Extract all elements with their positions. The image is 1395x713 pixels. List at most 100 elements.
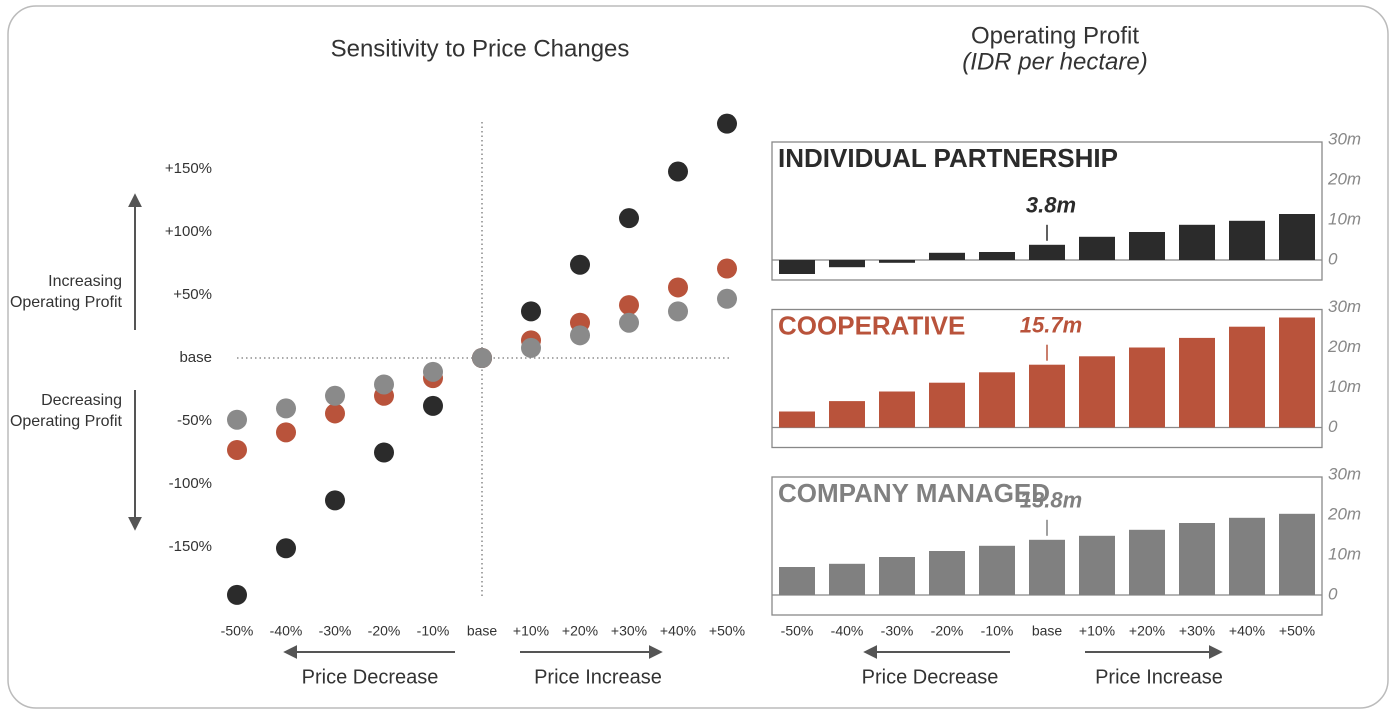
y-tick-label: +150% [165,160,212,177]
bar [829,563,865,595]
bar [929,382,965,428]
dot [276,422,296,443]
dot [227,584,247,605]
dot [325,403,345,424]
dot [276,398,296,419]
panel-frame [771,476,1323,616]
bar [979,252,1015,260]
x-tick-label: base [467,623,498,639]
dot [668,301,688,322]
panel-title: COOPERATIVE [778,310,965,340]
frame [7,5,1389,709]
bar [1279,513,1315,595]
dot [227,409,247,430]
bar [1029,244,1065,260]
dot [227,439,247,460]
x-annotation: Price Increase [1095,666,1223,688]
dot [717,258,737,279]
x-tick-label: +30% [611,623,647,639]
dot [276,538,296,559]
y-annotation: Increasing Operating Profit [9,273,122,311]
bar [879,260,915,263]
x-tick-label: -40% [831,623,864,639]
panel-frame [771,141,1323,281]
bar [1029,364,1065,428]
bar [1129,232,1165,260]
dot [325,385,345,406]
y-tick-label: 30m [1328,129,1361,148]
bar [1179,523,1215,595]
bar [1029,539,1065,595]
y-tick-label: 10m [1328,544,1361,563]
dot [717,288,737,309]
x-tick-label: +40% [660,623,696,639]
y-tick-label: 30m [1328,464,1361,483]
bar [879,391,915,428]
y-tick-label: 20m [1327,504,1361,523]
value-label: 3.8m [1026,193,1076,218]
dot [374,442,394,463]
y-tick-label: -100% [169,475,212,492]
bar [1079,236,1115,260]
dot [619,295,639,316]
y-tick-label: 0 [1328,584,1338,603]
y-tick-label: 20m [1327,337,1361,356]
bar [929,551,965,595]
x-tick-label: -30% [881,623,914,639]
dot [423,395,443,416]
dot [423,361,443,382]
chart-title: Sensitivity to Price Changes [331,35,630,62]
x-tick-label: -20% [368,623,401,639]
bar [1179,337,1215,428]
bar [1079,356,1115,428]
x-tick-label: +20% [562,623,598,639]
x-tick-label: +30% [1179,623,1215,639]
x-annotation: Price Increase [534,666,662,688]
chart-title: Operating Profit [971,22,1139,49]
bar [1279,214,1315,260]
dot [619,208,639,229]
y-annotation: Decreasing Operating Profit [9,392,122,430]
x-tick-label: -10% [981,623,1014,639]
dot [570,254,590,275]
x-tick-label: base [1032,623,1063,639]
x-tick-label: -40% [270,623,303,639]
x-tick-label: +50% [1279,623,1315,639]
x-tick-label: -30% [319,623,352,639]
y-tick-label: 10m [1328,377,1361,396]
value-label: 15.7m [1020,313,1082,338]
panel-title: COMPANY MANAGED [778,478,1050,508]
dot [521,301,541,322]
bar [1229,326,1265,428]
y-tick-label: +100% [165,223,212,240]
x-tick-label: +40% [1229,623,1265,639]
x-annotation: Price Decrease [862,666,999,688]
bar [929,252,965,260]
y-tick-label: 10m [1328,209,1361,228]
bar [879,557,915,595]
dot [619,312,639,333]
x-tick-label: +20% [1129,623,1165,639]
bar [779,567,815,595]
bar [1279,317,1315,428]
dot [521,337,541,358]
bar [779,411,815,428]
x-tick-label: -20% [931,623,964,639]
x-tick-label: -10% [417,623,450,639]
dot [668,277,688,298]
chart-subtitle: (IDR per hectare) [962,48,1147,75]
y-tick-label: 0 [1328,249,1338,268]
bar [1179,224,1215,260]
bar [1129,529,1165,595]
dot [717,113,737,134]
x-tick-label: -50% [781,623,814,639]
y-tick-label: 30m [1328,297,1361,316]
dot [325,490,345,511]
dot [472,348,492,368]
panel-frame [771,308,1323,449]
x-annotation: Price Decrease [302,666,439,688]
y-tick-label: base [179,349,212,366]
x-tick-label: +10% [1079,623,1115,639]
